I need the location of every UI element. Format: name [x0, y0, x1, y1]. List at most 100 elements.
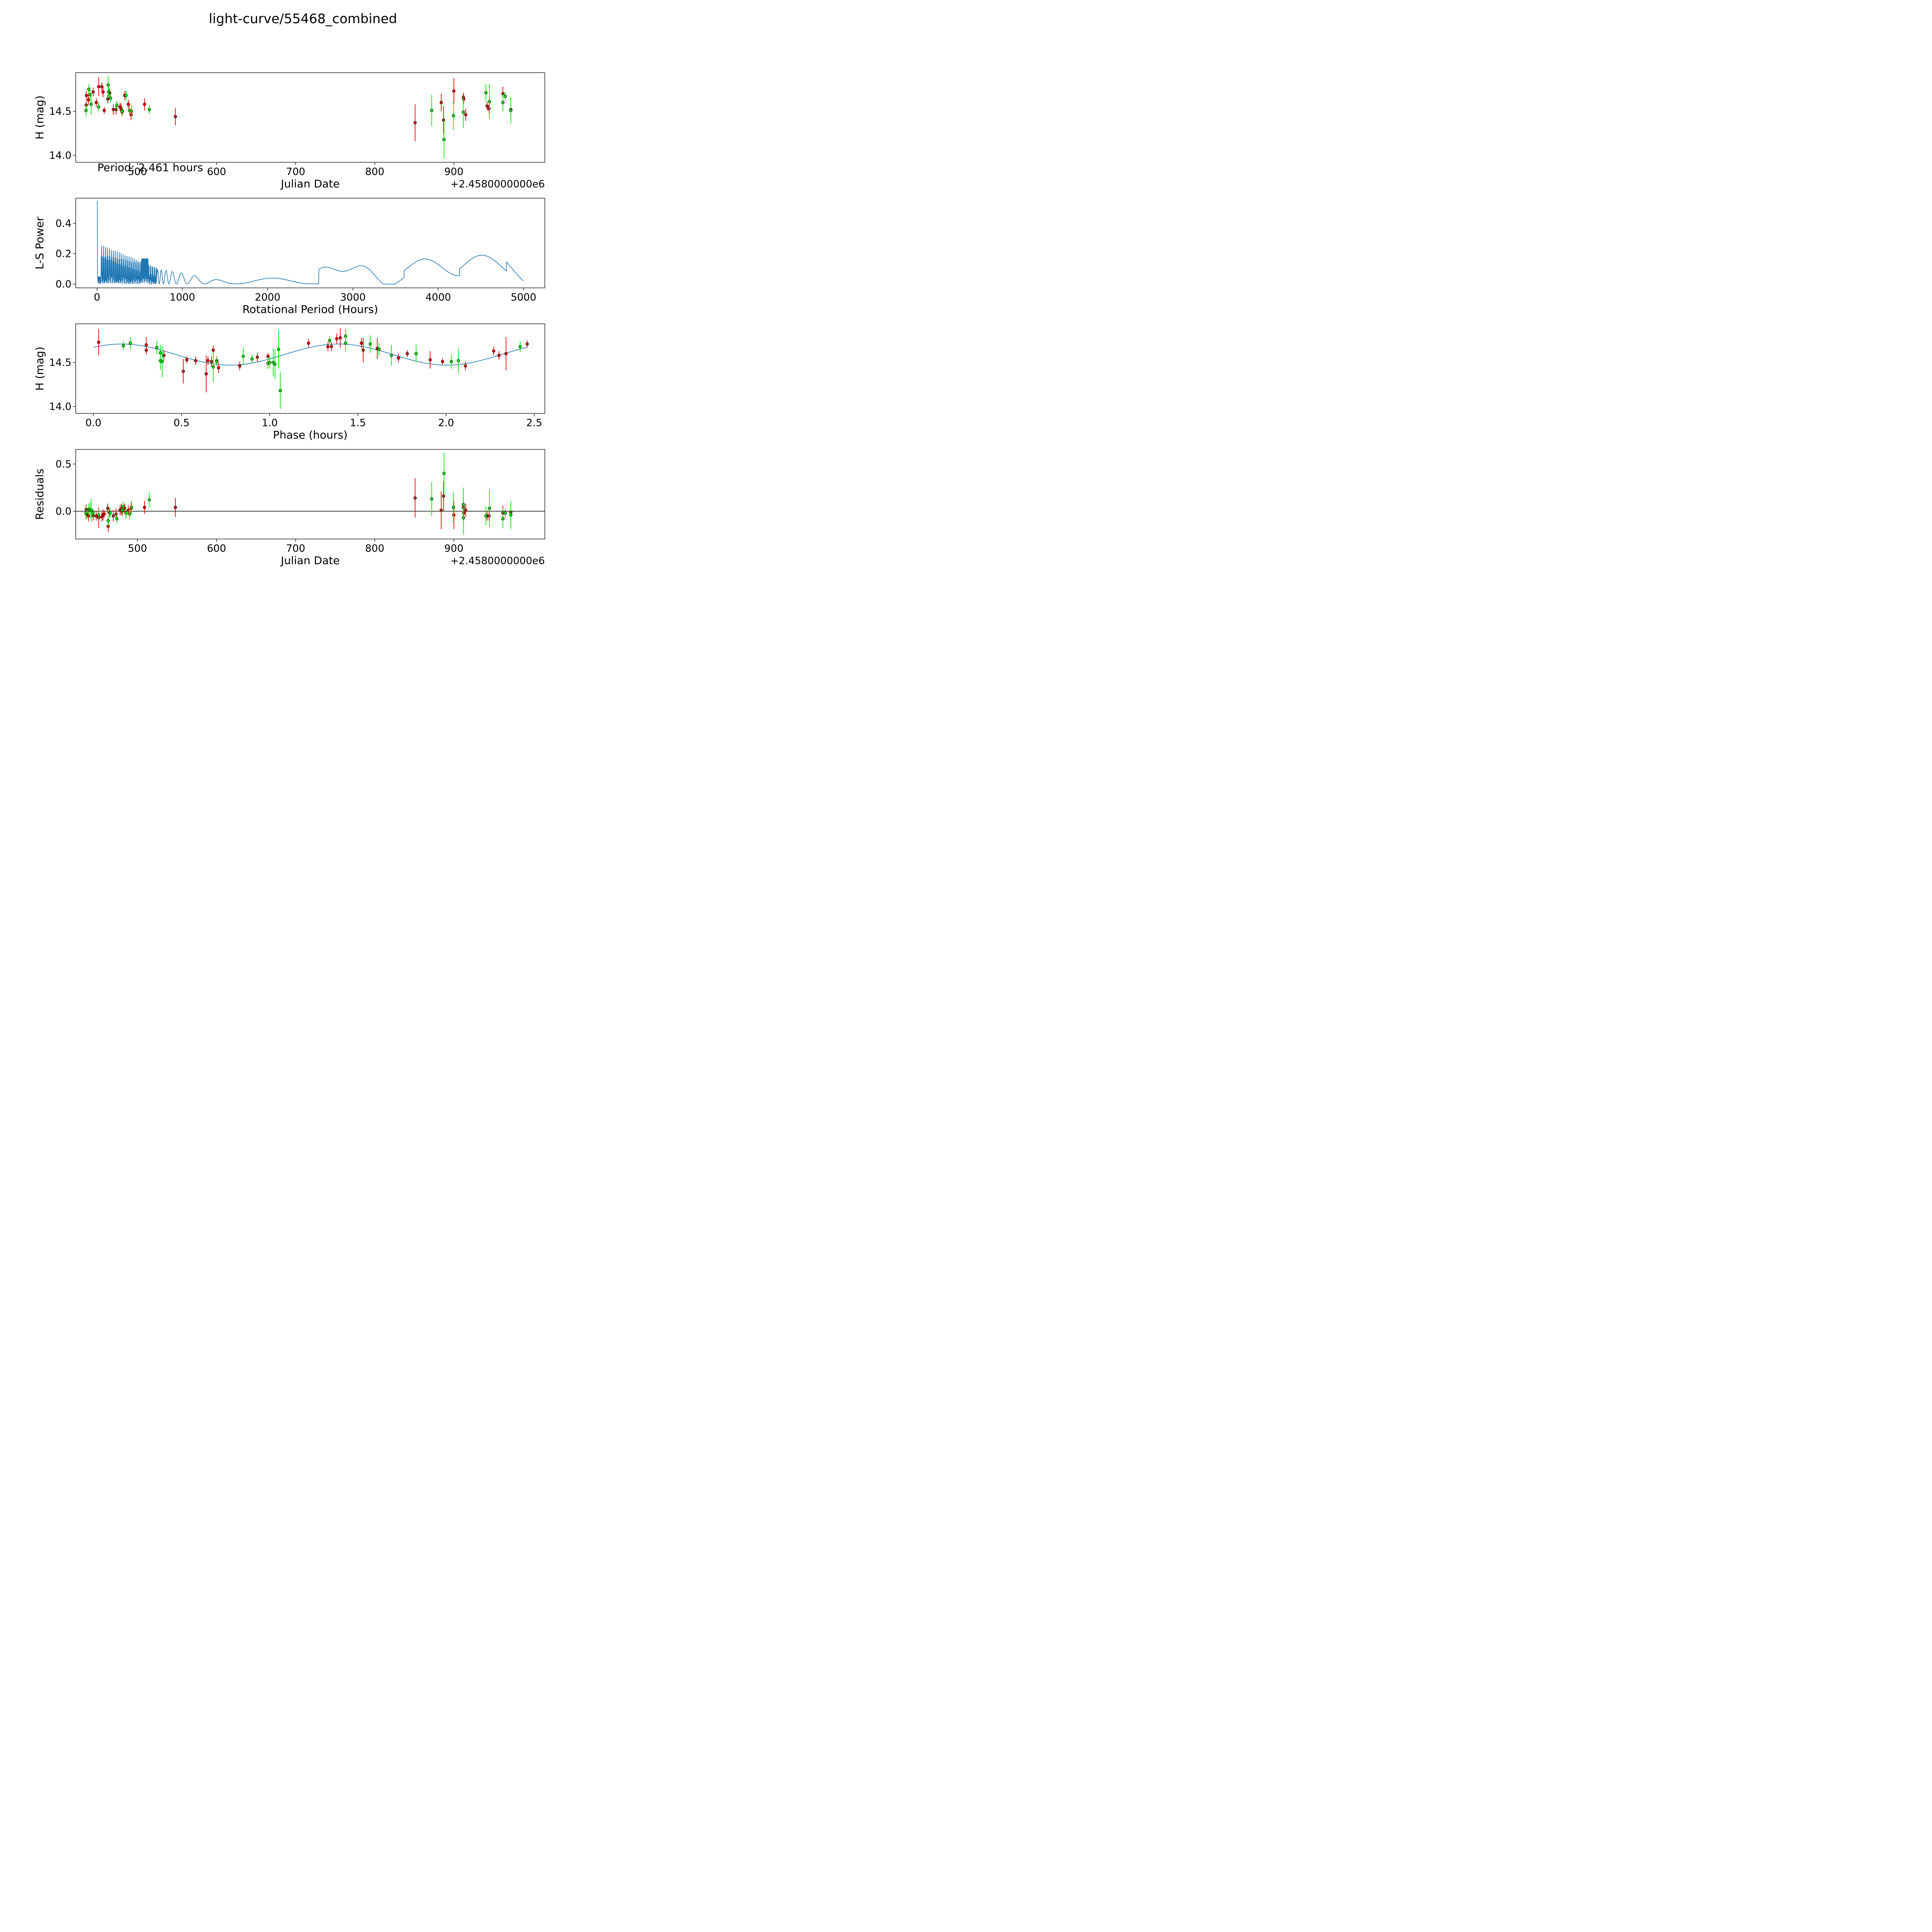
data-point [215, 360, 219, 363]
data-point [84, 511, 88, 515]
axes-frame [75, 449, 545, 539]
data-point [160, 360, 164, 363]
y-tick-label: 14.0 [49, 150, 71, 162]
data-point [97, 340, 100, 344]
data-point [109, 96, 112, 100]
data-point [106, 97, 110, 101]
data-point [503, 511, 507, 515]
data-point [442, 494, 446, 498]
data-point [430, 109, 434, 112]
data-point [360, 341, 363, 345]
data-point [509, 513, 513, 517]
data-point [128, 512, 131, 516]
data-point [462, 503, 465, 506]
data-point [452, 513, 456, 517]
data-point [148, 108, 151, 111]
lightcurve-offset-label: +2.4580000000e6 [450, 179, 545, 190]
y-tick-label: 0.2 [56, 248, 71, 260]
x-tick-label: 600 [207, 166, 226, 178]
data-point [389, 354, 393, 357]
data-point [108, 511, 112, 515]
red-series [84, 478, 513, 532]
data-point [268, 361, 272, 364]
data-point [194, 359, 197, 362]
x-axis-label: Phase (hours) [273, 429, 347, 441]
data-point [242, 355, 245, 358]
data-point [484, 91, 488, 95]
x-tick-label: 700 [286, 543, 305, 554]
x-tick-label: 500 [128, 543, 147, 554]
data-point [519, 345, 522, 349]
plot-area [93, 328, 529, 409]
data-point [89, 102, 93, 106]
data-point [115, 517, 119, 520]
data-point [255, 355, 259, 359]
data-point [101, 90, 105, 94]
y-axis-label: L-S Power [33, 216, 46, 269]
data-point [442, 138, 446, 141]
data-point [87, 98, 90, 102]
data-point [112, 108, 115, 111]
data-point [102, 512, 106, 516]
data-point [129, 341, 132, 345]
x-axis-label: Rotational Period (Hours) [242, 303, 378, 316]
x-tick-label: 4000 [425, 292, 451, 303]
data-point [97, 105, 100, 109]
data-point [344, 334, 347, 338]
lightcurve-panel: 500 600 700 800 900 14.0 14.5 Julian Date H (mag… [33, 72, 545, 190]
residuals-offset-label: +2.4580000000e6 [450, 555, 545, 567]
data-point [127, 102, 130, 106]
periodogram-line [97, 201, 524, 285]
y-axis-label: H (mag) [33, 95, 46, 139]
data-point [250, 357, 254, 361]
data-point [173, 115, 177, 118]
data-point [488, 100, 491, 104]
axes-frame [75, 72, 545, 163]
data-point [487, 514, 491, 518]
data-point [307, 341, 310, 345]
data-point [107, 90, 111, 94]
data-point [129, 113, 133, 117]
data-point [124, 511, 128, 515]
x-tick-label: 900 [444, 166, 464, 178]
data-point [115, 104, 119, 107]
x-tick-label: 2000 [255, 292, 281, 303]
data-point [106, 507, 110, 510]
data-point [173, 506, 177, 509]
data-point [429, 358, 432, 362]
phased-panel: 0.0 0.5 1.0 1.5 2.0 2.5 14.0 14.5 Phase (hours) H… [33, 323, 545, 441]
data-point [488, 507, 491, 510]
data-point [485, 104, 489, 108]
data-point [100, 85, 104, 88]
x-tick-label: 800 [365, 166, 384, 178]
data-point [414, 352, 418, 355]
data-point [501, 517, 505, 520]
data-point [238, 364, 242, 368]
y-tick-label: 0.0 [56, 506, 71, 517]
data-point [377, 347, 381, 351]
data-point [457, 359, 460, 362]
data-point [452, 114, 455, 117]
data-point [462, 97, 466, 101]
y-tick-label: 0.4 [56, 218, 71, 230]
data-point [217, 366, 220, 369]
data-point [397, 356, 400, 360]
data-point [526, 342, 529, 346]
data-point [122, 344, 125, 347]
data-point [145, 349, 148, 352]
data-point [84, 109, 88, 112]
data-point [405, 352, 409, 355]
data-point [369, 342, 372, 346]
red-series [97, 328, 529, 393]
x-tick-label: 800 [365, 543, 384, 554]
data-point [148, 498, 151, 502]
x-tick-label: 5000 [511, 292, 536, 303]
data-point [91, 511, 95, 515]
data-point [328, 339, 332, 342]
data-point [143, 102, 146, 106]
green-series [84, 76, 513, 159]
data-point [503, 95, 507, 98]
data-point [361, 349, 365, 352]
data-point [338, 336, 342, 340]
data-point [112, 514, 115, 518]
